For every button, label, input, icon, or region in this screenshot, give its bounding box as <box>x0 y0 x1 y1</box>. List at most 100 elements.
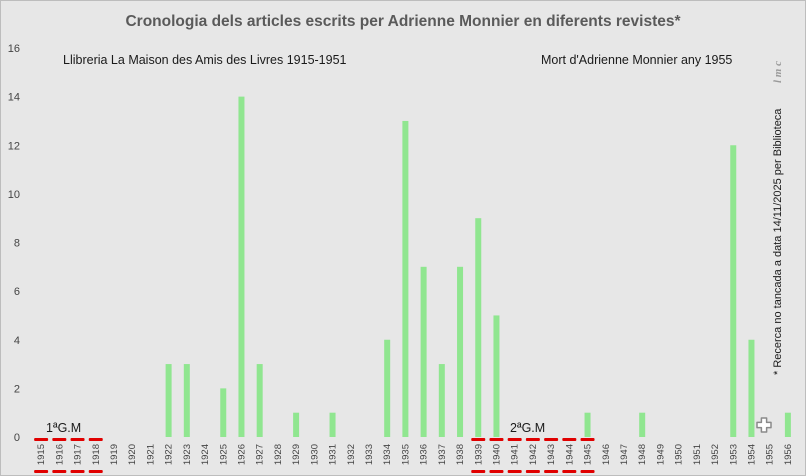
war-dash-bottom-1941 <box>507 470 522 473</box>
x-tick-label-1920: 1920 <box>127 444 138 465</box>
bar-1954 <box>748 339 755 437</box>
x-tick-label-1924: 1924 <box>200 444 211 465</box>
side-note: * Recerca no tancada a data 14/11/2025 p… <box>772 108 784 375</box>
x-tick-label-1931: 1931 <box>328 444 339 465</box>
x-tick-label-1941: 1941 <box>510 444 521 465</box>
war-dash-bottom-1916 <box>52 470 67 473</box>
war-dash-bottom-1917 <box>70 470 85 473</box>
war-dash-top-1917 <box>70 438 85 441</box>
bar-1926 <box>238 96 245 438</box>
war-dash-top-1945 <box>580 438 595 441</box>
x-tick-label-1933: 1933 <box>364 444 375 465</box>
x-tick-label-1952: 1952 <box>710 444 721 465</box>
x-tick-label-1921: 1921 <box>145 444 156 465</box>
x-tick-label-1937: 1937 <box>437 444 448 465</box>
y-tick-label-8: 8 <box>14 238 20 250</box>
bar-1934 <box>384 339 391 437</box>
x-tick-label-1919: 1919 <box>109 444 120 465</box>
war-dash-bottom-1939 <box>471 470 486 473</box>
annotation-ww1: 1ªG.M <box>46 421 81 435</box>
y-tick-label-16: 16 <box>8 43 20 55</box>
y-tick-label-10: 10 <box>8 189 20 201</box>
x-tick-label-1939: 1939 <box>473 444 484 465</box>
war-dash-bottom-1915 <box>34 470 49 473</box>
x-tick-label-1916: 1916 <box>54 444 65 465</box>
bar-1936 <box>420 266 427 437</box>
war-period-marks <box>34 438 595 473</box>
x-tick-label-1936: 1936 <box>419 444 430 465</box>
x-tick-label-1925: 1925 <box>218 444 229 465</box>
y-tick-label-2: 2 <box>14 383 20 395</box>
annotation-death: Mort d'Adrienne Monnier any 1955 <box>541 53 732 67</box>
x-tick-label-1948: 1948 <box>637 444 648 465</box>
x-tick-label-1938: 1938 <box>455 444 466 465</box>
bar-1937 <box>438 364 445 437</box>
x-tick-label-1918: 1918 <box>91 444 102 465</box>
x-tick-label-1955: 1955 <box>765 444 776 465</box>
war-dash-bottom-1942 <box>525 470 540 473</box>
x-tick-label-1940: 1940 <box>491 444 502 465</box>
x-tick-label-1949: 1949 <box>655 444 666 465</box>
bar-1927 <box>256 364 263 437</box>
x-tick-label-1945: 1945 <box>583 444 594 465</box>
x-tick-label-1953: 1953 <box>728 444 739 465</box>
x-tick-label-1942: 1942 <box>528 444 539 465</box>
war-dash-bottom-1940 <box>489 470 504 473</box>
war-dash-top-1944 <box>562 438 577 441</box>
signature: l m c <box>772 61 784 83</box>
x-tick-label-1935: 1935 <box>400 444 411 465</box>
x-tick-label-1934: 1934 <box>382 444 393 465</box>
y-tick-label-6: 6 <box>14 286 20 298</box>
war-dash-top-1915 <box>34 438 49 441</box>
war-dash-bottom-1918 <box>88 470 103 473</box>
bar-1945 <box>584 412 591 437</box>
cross-icon <box>756 417 772 433</box>
y-tick-label-14: 14 <box>8 92 20 104</box>
war-dash-top-1943 <box>544 438 559 441</box>
x-axis: 1915 1916 1917 1918 1919 1920 1921 1922 1923 1924… <box>36 444 794 465</box>
x-tick-label-1927: 1927 <box>255 444 266 465</box>
x-tick-label-1928: 1928 <box>273 444 284 465</box>
side-note-group: * Recerca no tancada a data 14/11/2025 p… <box>772 61 784 375</box>
y-tick-label-12: 12 <box>8 140 20 152</box>
bar-1948 <box>639 412 646 437</box>
chart-title: Cronologia dels articles escrits per Adr… <box>125 13 681 30</box>
x-tick-label-1954: 1954 <box>746 444 757 465</box>
x-tick-label-1929: 1929 <box>291 444 302 465</box>
x-tick-label-1923: 1923 <box>182 444 193 465</box>
war-dash-top-1918 <box>88 438 103 441</box>
x-tick-label-1917: 1917 <box>73 444 84 465</box>
bar-1940 <box>493 315 500 437</box>
war-dash-top-1940 <box>489 438 504 441</box>
war-dash-bottom-1945 <box>580 470 595 473</box>
x-tick-label-1930: 1930 <box>309 444 320 465</box>
y-tick-label-4: 4 <box>14 335 20 347</box>
war-dash-bottom-1943 <box>544 470 559 473</box>
bar-1923 <box>183 364 190 437</box>
x-tick-label-1944: 1944 <box>564 444 575 465</box>
annotation-bookshop: Llibreria La Maison des Amis des Livres … <box>63 53 347 67</box>
war-dash-bottom-1944 <box>562 470 577 473</box>
bar-1953 <box>730 145 737 437</box>
bar-1931 <box>329 412 336 437</box>
x-tick-label-1946: 1946 <box>601 444 612 465</box>
x-tick-label-1915: 1915 <box>36 444 47 465</box>
x-tick-label-1926: 1926 <box>236 444 247 465</box>
bar-1939 <box>475 218 482 437</box>
bars <box>165 96 791 438</box>
annotation-ww2: 2ªG.M <box>510 421 545 435</box>
war-dash-top-1942 <box>525 438 540 441</box>
y-axis: 0 2 4 6 8 10 12 14 16 <box>8 43 20 444</box>
x-tick-label-1950: 1950 <box>674 444 685 465</box>
bar-1922 <box>165 364 172 437</box>
y-tick-label-0: 0 <box>14 432 20 444</box>
bar-1935 <box>402 120 409 437</box>
x-tick-label-1951: 1951 <box>692 444 703 465</box>
war-dash-top-1941 <box>507 438 522 441</box>
bar-1956 <box>784 412 791 437</box>
war-dash-top-1939 <box>471 438 486 441</box>
x-tick-label-1956: 1956 <box>783 444 794 465</box>
x-tick-label-1922: 1922 <box>164 444 175 465</box>
x-tick-label-1943: 1943 <box>546 444 557 465</box>
